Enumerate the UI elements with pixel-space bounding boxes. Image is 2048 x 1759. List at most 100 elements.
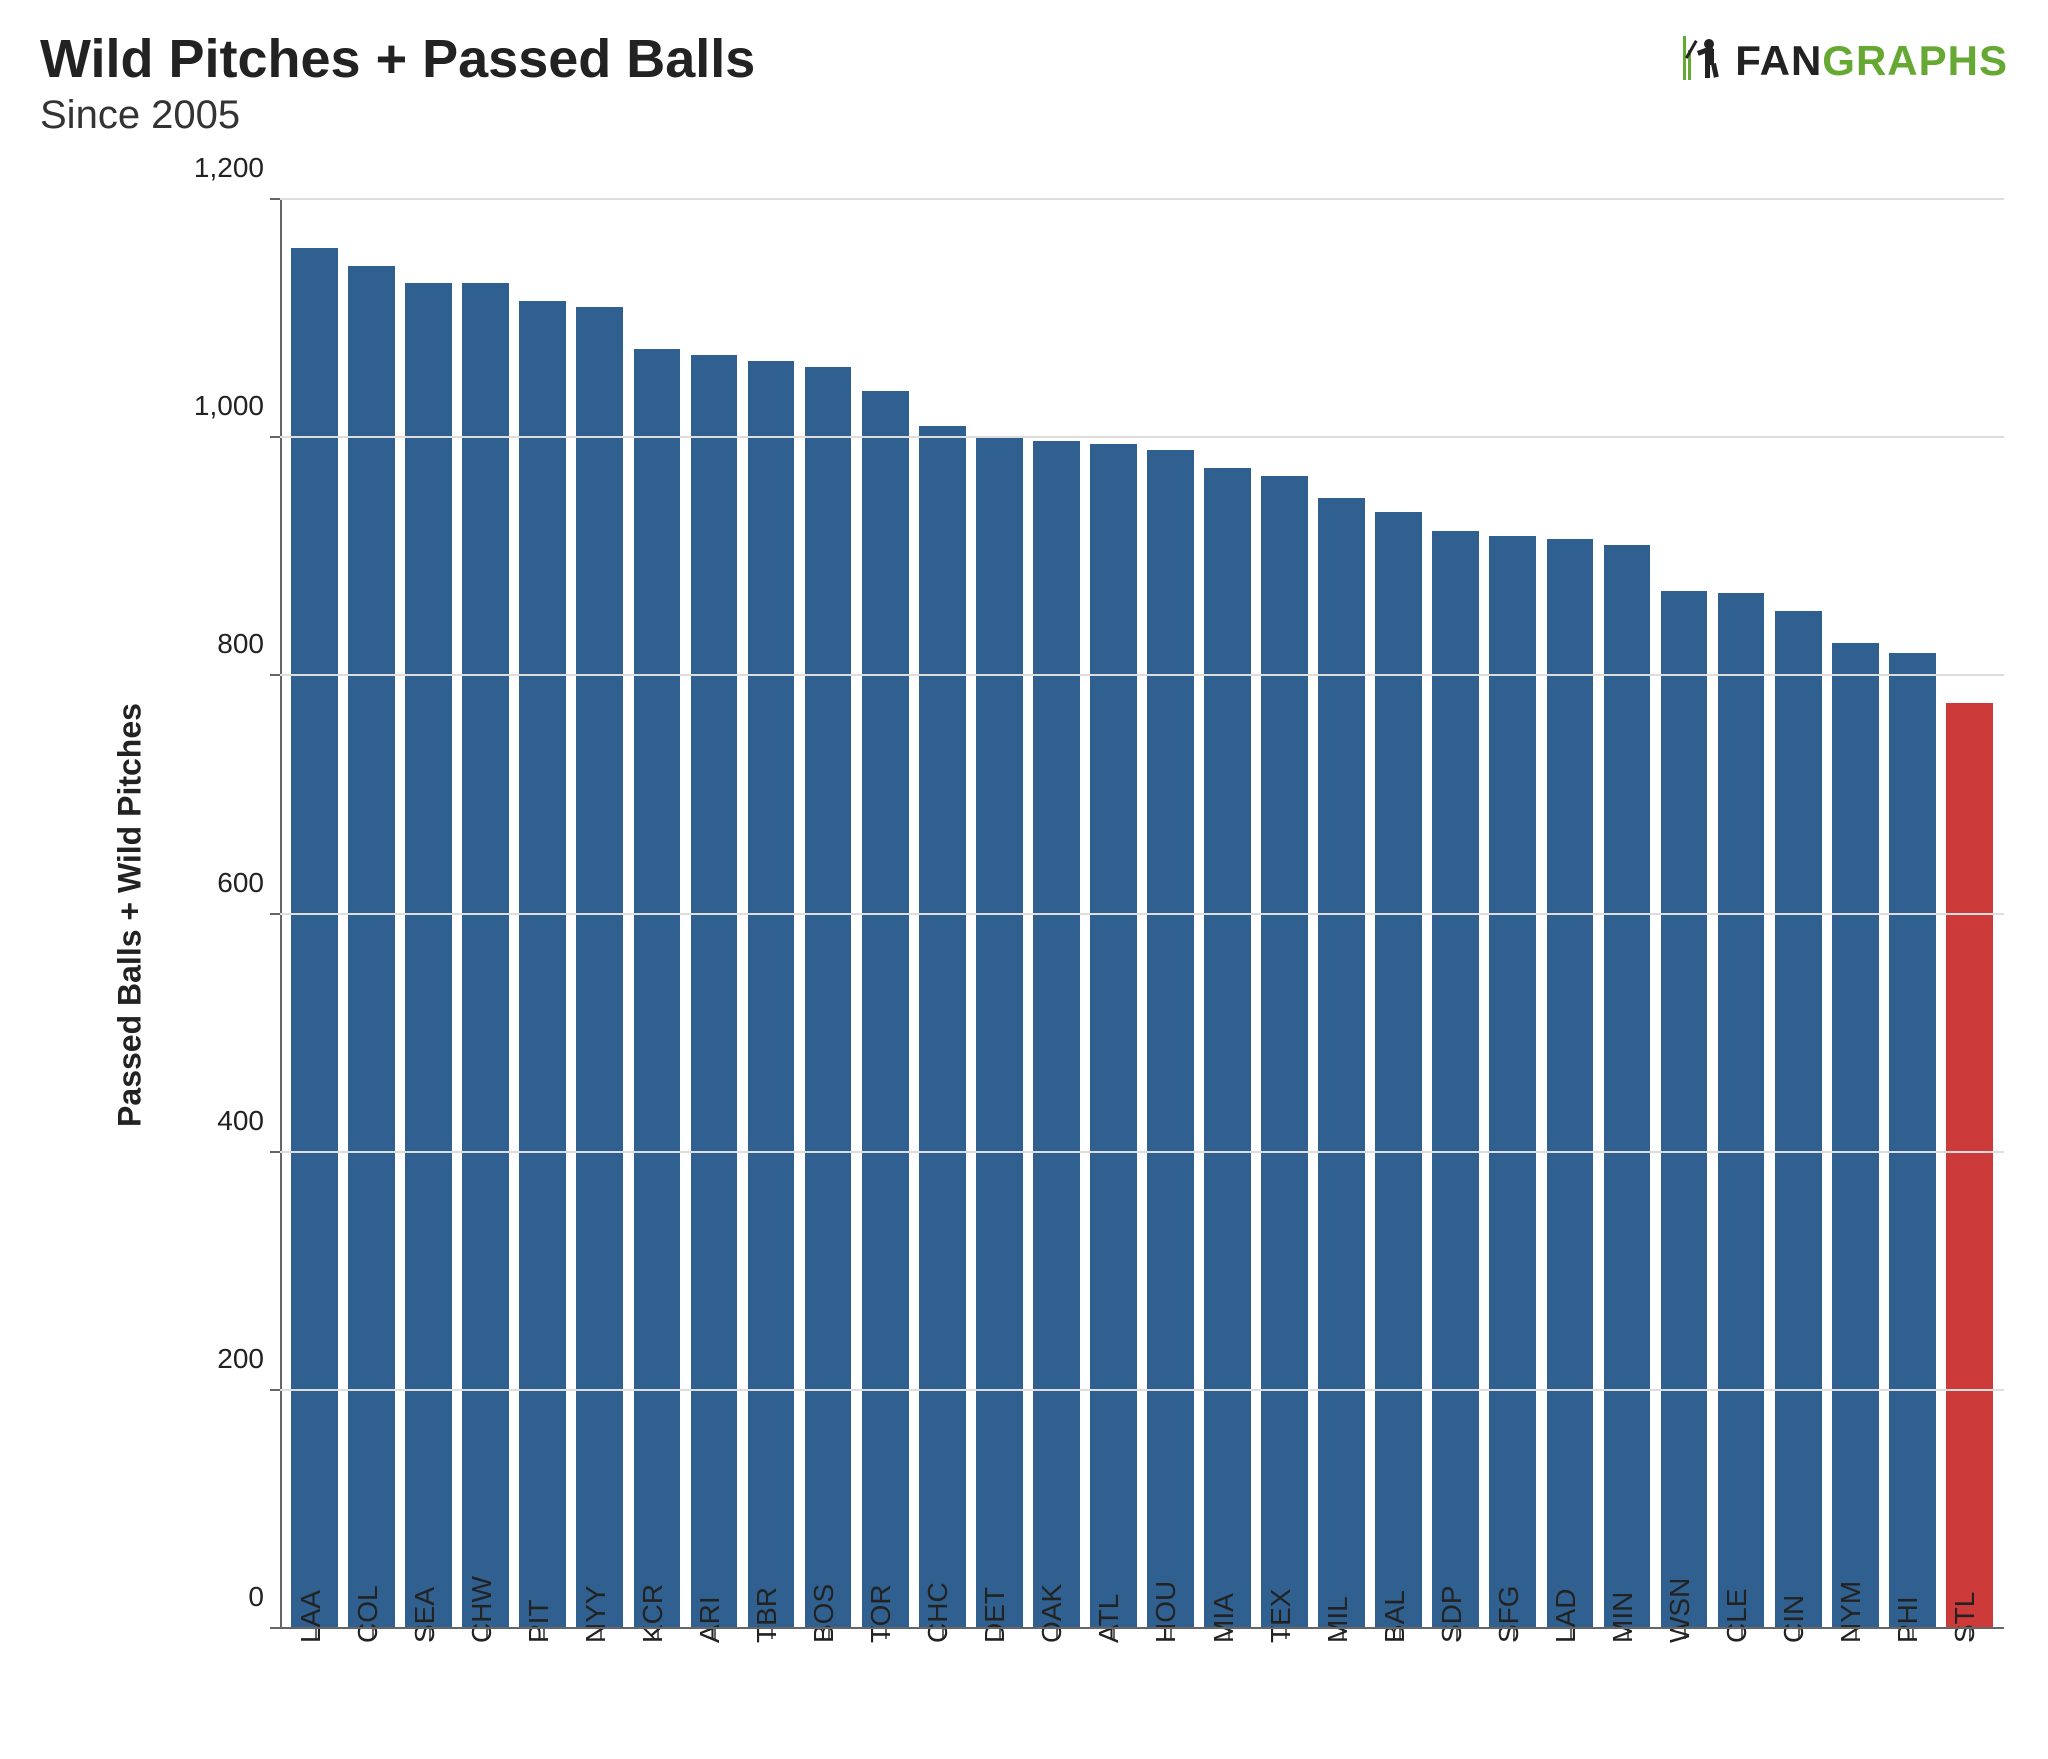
x-tick-label: MIL: [1322, 1596, 1354, 1643]
x-tick-label: NYY: [580, 1585, 612, 1643]
x-tick-label: TOR: [865, 1584, 897, 1643]
x-tick-label: MIN: [1607, 1592, 1639, 1643]
bar-slot: CHW: [457, 200, 514, 1629]
chart-container: Wild Pitches + Passed Balls Since 2005 F…: [0, 0, 2048, 1759]
bar-slot: OAK: [1028, 200, 1085, 1629]
bar-wsn: [1661, 591, 1708, 1629]
bar-tbr: [748, 361, 795, 1629]
x-tick-label: ATL: [1093, 1594, 1125, 1643]
x-tick-label: ARI: [694, 1596, 726, 1643]
bar-bos: [805, 367, 852, 1629]
bar-slot: MIN: [1598, 200, 1655, 1629]
x-tick-label: CHW: [466, 1576, 498, 1643]
bar-sea: [405, 283, 452, 1629]
bar-cin: [1775, 611, 1822, 1629]
grid-line: [280, 198, 2004, 200]
x-tick-label: LAD: [1550, 1589, 1582, 1643]
x-tick-label: NYM: [1835, 1581, 1867, 1643]
bar-slot: CIN: [1770, 200, 1827, 1629]
bar-slot: TEX: [1256, 200, 1313, 1629]
plot-area: LAACOLSEACHWPITNYYKCRARITBRBOSTORCHCDETO…: [280, 200, 2004, 1629]
batter-icon: [1683, 36, 1727, 85]
bar-kcr: [634, 349, 681, 1629]
bar-min: [1604, 545, 1651, 1629]
bar-slot: CLE: [1713, 200, 1770, 1629]
bar-slot: DET: [971, 200, 1028, 1629]
bar-slot: SDP: [1427, 200, 1484, 1629]
bar-slot: STL: [1941, 200, 1998, 1629]
bar-slot: KCR: [628, 200, 685, 1629]
y-tick-mark: [270, 1151, 280, 1153]
x-tick-label: KCR: [637, 1584, 669, 1643]
bar-slot: NYY: [571, 200, 628, 1629]
bar-col: [348, 266, 395, 1630]
grid-line: [280, 1389, 2004, 1391]
logo-text: FANGRAPHS: [1735, 37, 2008, 85]
x-tick-label: COL: [352, 1585, 384, 1643]
y-tick-mark: [270, 913, 280, 915]
y-tick-mark: [270, 674, 280, 676]
bar-slot: LAA: [286, 200, 343, 1629]
x-tick-label: PHI: [1892, 1596, 1924, 1643]
bar-slot: TOR: [857, 200, 914, 1629]
bar-slot: COL: [343, 200, 400, 1629]
bar-phi: [1889, 653, 1936, 1629]
x-tick-label: SDP: [1436, 1585, 1468, 1643]
bar-nyy: [576, 307, 623, 1629]
x-tick-label: STL: [1949, 1592, 1981, 1643]
x-tick-label: BAL: [1379, 1590, 1411, 1643]
bar-slot: SEA: [400, 200, 457, 1629]
grid-line: [280, 1151, 2004, 1153]
x-tick-label: MIA: [1208, 1593, 1240, 1643]
bar-sdp: [1432, 531, 1479, 1629]
bar-atl: [1090, 444, 1137, 1629]
y-tick-mark: [270, 436, 280, 438]
bar-slot: WSN: [1656, 200, 1713, 1629]
bar-mil: [1318, 498, 1365, 1629]
bar-cle: [1718, 593, 1765, 1629]
y-tick-label: 1,200: [194, 152, 264, 184]
bar-slot: NYM: [1827, 200, 1884, 1629]
bar-tex: [1261, 476, 1308, 1629]
x-tick-label: SFG: [1493, 1585, 1525, 1643]
bar-mia: [1204, 468, 1251, 1629]
bar-slot: ATL: [1085, 200, 1142, 1629]
x-tick-label: CIN: [1778, 1595, 1810, 1643]
y-tick-label: 400: [217, 1105, 264, 1137]
bar-chw: [462, 283, 509, 1629]
x-tick-label: DET: [979, 1587, 1011, 1643]
x-tick-label: CLE: [1721, 1589, 1753, 1643]
grid-line: [280, 913, 2004, 915]
bar-slot: BOS: [800, 200, 857, 1629]
grid-line: [280, 674, 2004, 676]
logo-fan: FAN: [1735, 37, 1822, 85]
logo-graphs: GRAPHS: [1822, 37, 2008, 85]
bar-slot: LAD: [1541, 200, 1598, 1629]
bar-stl: [1946, 703, 1993, 1629]
bar-slot: TBR: [743, 200, 800, 1629]
grid-line: [280, 1627, 2004, 1629]
header: Wild Pitches + Passed Balls Since 2005 F…: [40, 30, 2008, 138]
y-tick-mark: [270, 198, 280, 200]
x-tick-label: PIT: [523, 1599, 555, 1643]
fangraphs-logo: FANGRAPHS: [1683, 30, 2008, 85]
x-tick-label: TEX: [1265, 1589, 1297, 1643]
bar-ari: [691, 355, 738, 1629]
x-tick-label: BOS: [808, 1584, 840, 1643]
bar-slot: HOU: [1142, 200, 1199, 1629]
bar-slot: MIA: [1199, 200, 1256, 1629]
bar-sfg: [1489, 536, 1536, 1629]
bar-bal: [1375, 512, 1422, 1629]
bar-slot: CHC: [914, 200, 971, 1629]
x-tick-label: LAA: [295, 1590, 327, 1643]
bar-slot: PIT: [514, 200, 571, 1629]
bar-pit: [519, 301, 566, 1629]
x-tick-label: TBR: [751, 1587, 783, 1643]
y-tick-label: 1,000: [194, 390, 264, 422]
bar-det: [976, 438, 1023, 1629]
y-tick-mark: [270, 1389, 280, 1391]
bar-slot: SFG: [1484, 200, 1541, 1629]
grid-line: [280, 436, 2004, 438]
x-tick-label: WSN: [1664, 1578, 1696, 1643]
bar-lad: [1547, 539, 1594, 1629]
